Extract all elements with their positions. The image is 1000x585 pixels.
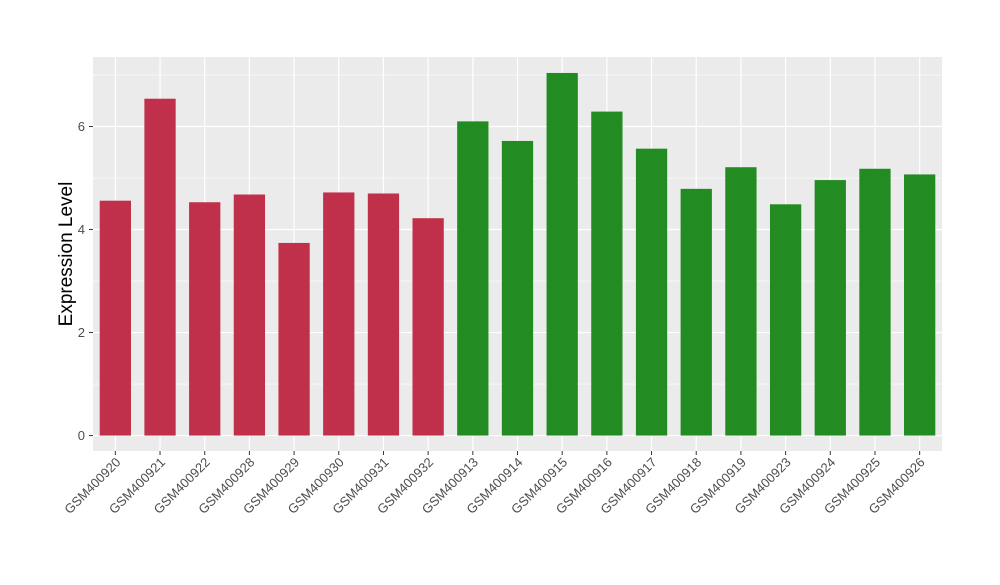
bar-GSM400926 (904, 174, 936, 436)
bar-GSM400922 (189, 202, 221, 436)
bar-GSM400923 (769, 204, 802, 436)
bar-GSM400913 (457, 121, 489, 436)
bar-GSM400921 (144, 98, 176, 436)
bar-GSM400920 (99, 200, 131, 436)
bar-GSM400928 (233, 194, 266, 436)
y-tick-label: 2 (78, 325, 85, 340)
bar-GSM400919 (725, 167, 757, 436)
bar-GSM400924 (814, 180, 846, 436)
x-axis: GSM400920GSM400921GSM400922GSM400928GSM4… (61, 451, 928, 517)
y-axis-title: Expression Level (56, 182, 77, 327)
y-tick-label: 4 (78, 222, 85, 237)
bar-GSM400918 (680, 188, 712, 436)
bar-GSM400932 (412, 218, 444, 436)
y-tick-label: 6 (78, 119, 85, 134)
bars (99, 72, 936, 436)
bar-GSM400917 (635, 148, 668, 436)
bar-GSM400931 (367, 193, 400, 436)
y-axis: 0 2 4 6 (78, 119, 93, 443)
bar-GSM400925 (859, 168, 891, 436)
bar-GSM400916 (591, 111, 623, 436)
bar-GSM400914 (501, 140, 534, 436)
bar-GSM400929 (278, 242, 310, 436)
bar-GSM400930 (323, 192, 355, 436)
y-tick-label: 0 (78, 428, 85, 443)
bar-GSM400915 (546, 72, 578, 436)
